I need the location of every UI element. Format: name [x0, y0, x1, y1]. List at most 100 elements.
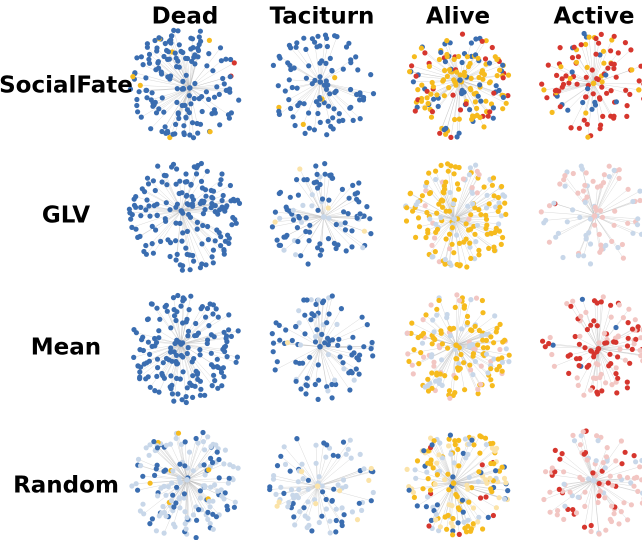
node	[553, 234, 559, 240]
node	[434, 226, 441, 232]
node	[222, 238, 228, 244]
node	[627, 360, 633, 366]
edge	[456, 328, 498, 346]
node	[583, 110, 589, 116]
node	[403, 218, 410, 224]
node	[180, 354, 186, 360]
node	[447, 333, 454, 339]
node	[270, 476, 277, 482]
edge	[581, 452, 594, 481]
node	[496, 468, 503, 474]
node	[206, 51, 212, 57]
edge	[453, 483, 500, 498]
node	[301, 297, 307, 303]
node	[154, 356, 161, 362]
node	[276, 111, 282, 117]
edge	[186, 479, 211, 507]
edge	[306, 179, 324, 218]
edge	[189, 83, 225, 89]
node	[637, 464, 642, 470]
node	[137, 508, 143, 514]
node	[345, 211, 351, 217]
node	[174, 309, 180, 315]
edge	[453, 451, 496, 484]
node	[467, 240, 473, 246]
node	[631, 475, 638, 481]
node	[420, 486, 426, 492]
edge	[541, 211, 595, 217]
node	[183, 245, 189, 251]
node	[637, 347, 642, 353]
node	[168, 498, 175, 504]
edge	[572, 301, 599, 349]
node	[184, 107, 190, 113]
node	[613, 324, 619, 331]
node	[348, 455, 354, 461]
node	[471, 91, 477, 97]
node	[430, 335, 436, 341]
edge	[317, 485, 372, 501]
node	[216, 456, 222, 463]
node	[197, 392, 203, 398]
edge	[178, 87, 190, 113]
edge	[319, 346, 344, 363]
node	[559, 76, 565, 82]
node	[195, 130, 201, 136]
edge	[290, 81, 321, 109]
node	[325, 236, 332, 242]
node	[152, 37, 158, 44]
node	[347, 387, 353, 393]
node	[361, 344, 367, 350]
node	[316, 102, 322, 108]
edge	[410, 193, 455, 220]
node	[618, 438, 625, 444]
node	[198, 386, 204, 392]
edge	[454, 218, 472, 259]
node	[573, 59, 580, 65]
edge	[598, 333, 607, 349]
node	[184, 385, 190, 391]
node	[342, 220, 348, 226]
node	[605, 480, 611, 486]
node	[431, 438, 437, 444]
node	[589, 67, 595, 73]
node	[615, 244, 621, 251]
edge	[443, 192, 455, 220]
node	[552, 447, 558, 453]
node	[202, 392, 208, 398]
node	[226, 327, 232, 333]
edge	[165, 210, 182, 222]
node	[456, 53, 462, 60]
node	[164, 182, 170, 188]
node	[219, 197, 225, 204]
node	[173, 352, 180, 358]
node	[570, 207, 576, 213]
hub-node	[451, 216, 458, 222]
node	[465, 203, 471, 209]
node	[468, 226, 474, 232]
node	[300, 121, 306, 127]
node	[494, 73, 500, 79]
node	[490, 115, 496, 121]
node	[437, 524, 443, 530]
edge	[458, 80, 461, 134]
node	[615, 375, 621, 381]
node	[604, 340, 610, 346]
row-label: Mean	[31, 335, 101, 361]
node	[354, 91, 360, 98]
node	[319, 196, 326, 202]
node	[138, 213, 144, 219]
node	[497, 204, 503, 210]
node	[231, 60, 237, 66]
node	[213, 306, 219, 312]
node	[609, 382, 615, 388]
node	[603, 527, 609, 533]
node	[167, 349, 174, 355]
node	[569, 69, 575, 75]
node	[150, 178, 156, 184]
edge	[181, 197, 213, 212]
node	[590, 470, 596, 476]
node	[214, 84, 220, 90]
node	[306, 238, 312, 244]
node	[469, 485, 475, 491]
